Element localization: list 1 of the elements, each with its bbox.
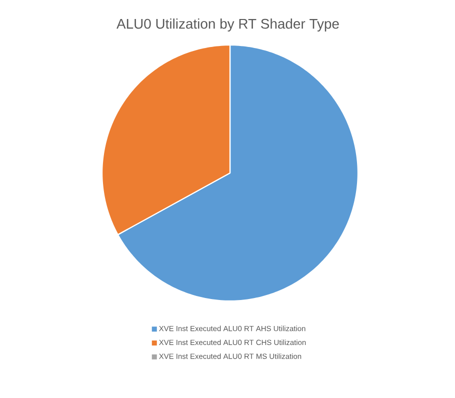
chart-title: ALU0 Utilization by RT Shader Type xyxy=(116,18,339,32)
